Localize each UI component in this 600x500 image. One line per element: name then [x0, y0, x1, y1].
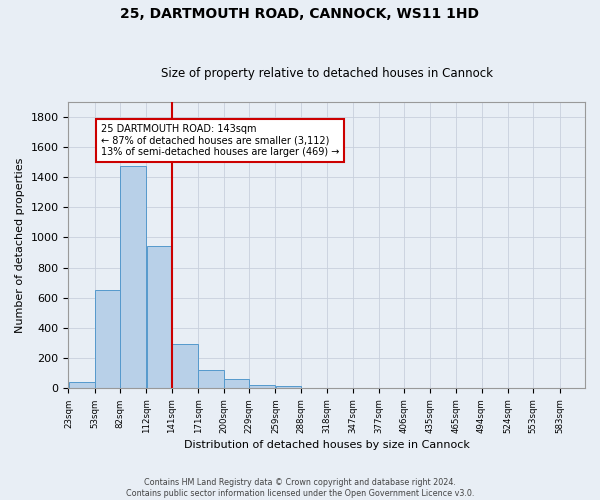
Text: 25, DARTMOUTH ROAD, CANNOCK, WS11 1HD: 25, DARTMOUTH ROAD, CANNOCK, WS11 1HD — [121, 8, 479, 22]
Bar — [249, 385, 275, 388]
Bar — [120, 166, 146, 388]
Bar — [68, 382, 95, 388]
Text: Contains HM Land Registry data © Crown copyright and database right 2024.
Contai: Contains HM Land Registry data © Crown c… — [126, 478, 474, 498]
Bar — [172, 344, 198, 389]
Y-axis label: Number of detached properties: Number of detached properties — [15, 158, 25, 332]
Bar — [146, 246, 172, 388]
Bar — [275, 386, 301, 388]
Bar — [95, 290, 120, 388]
Bar — [224, 378, 249, 388]
Title: Size of property relative to detached houses in Cannock: Size of property relative to detached ho… — [161, 66, 493, 80]
X-axis label: Distribution of detached houses by size in Cannock: Distribution of detached houses by size … — [184, 440, 470, 450]
Text: 25 DARTMOUTH ROAD: 143sqm
← 87% of detached houses are smaller (3,112)
13% of se: 25 DARTMOUTH ROAD: 143sqm ← 87% of detac… — [101, 124, 339, 158]
Bar — [199, 370, 224, 388]
